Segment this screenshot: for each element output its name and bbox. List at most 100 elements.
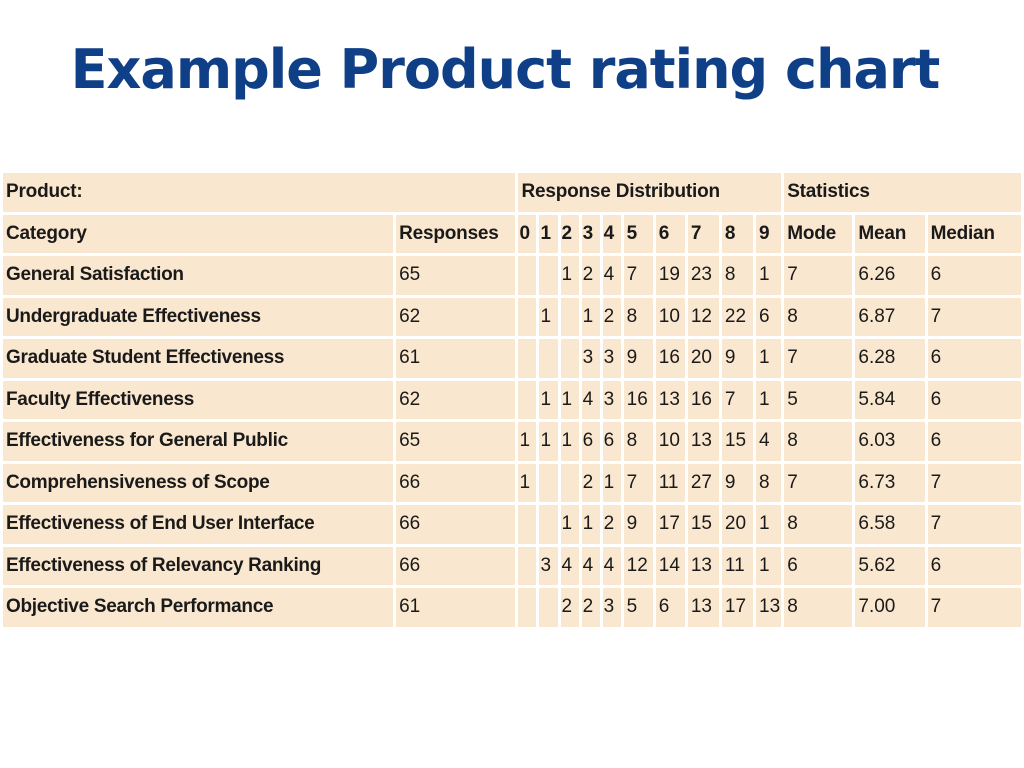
rating-column-header: 5 bbox=[620, 211, 656, 256]
rating-count-cell: 1 bbox=[753, 502, 785, 547]
responses-column-header: Responses bbox=[393, 211, 519, 256]
slide-title: Example Product rating chart bbox=[70, 38, 941, 101]
rating-count-cell: 2 bbox=[557, 585, 582, 630]
responses-cell: 61 bbox=[393, 336, 519, 381]
rating-count-cell bbox=[515, 294, 540, 339]
mean-cell: 6.73 bbox=[852, 460, 928, 505]
rating-count-cell: 27 bbox=[684, 460, 722, 505]
median-cell: 7 bbox=[924, 502, 1024, 547]
rating-count-cell: 15 bbox=[718, 419, 757, 464]
median-column-header: Median bbox=[924, 211, 1024, 256]
rating-count-cell: 3 bbox=[578, 336, 603, 381]
rating-count-cell: 13 bbox=[753, 585, 785, 630]
category-cell: Effectiveness of End User Interface bbox=[0, 502, 397, 547]
category-cell: Effectiveness for General Public bbox=[0, 419, 397, 464]
rating-count-cell: 4 bbox=[557, 543, 582, 588]
rating-count-cell: 4 bbox=[599, 543, 624, 588]
table-row: Graduate Student Effectiveness 61 3 3 9 16 20 9… bbox=[0, 336, 1024, 381]
rating-count-cell: 1 bbox=[515, 460, 540, 505]
responses-cell: 65 bbox=[393, 419, 519, 464]
table-row: General Satisfaction 65 1 2 4 7 19 23 8 1 7 6.26 6 bbox=[0, 253, 1024, 298]
mode-cell: 7 bbox=[781, 253, 856, 298]
rating-column-header: 4 bbox=[599, 211, 624, 256]
distribution-group-header: Response Distribution bbox=[515, 170, 785, 215]
median-cell: 7 bbox=[924, 585, 1024, 630]
rating-table-container: Product: Response Distribution Statistic… bbox=[0, 170, 1024, 660]
rating-count-cell bbox=[515, 585, 540, 630]
category-cell: Faculty Effectiveness bbox=[0, 377, 397, 422]
column-header-row: Category Responses 0 1 2 3 4 5 6 7 8 9 M… bbox=[0, 211, 1024, 256]
rating-count-cell: 16 bbox=[652, 336, 688, 381]
category-cell: General Satisfaction bbox=[0, 253, 397, 298]
rating-count-cell: 9 bbox=[718, 460, 757, 505]
responses-cell: 62 bbox=[393, 294, 519, 339]
rating-count-cell: 20 bbox=[684, 336, 722, 381]
rating-count-cell: 4 bbox=[599, 253, 624, 298]
product-rating-table: Product: Response Distribution Statistic… bbox=[0, 170, 1024, 630]
median-cell: 7 bbox=[924, 294, 1024, 339]
group-header-row: Product: Response Distribution Statistic… bbox=[0, 170, 1024, 215]
rating-count-cell: 2 bbox=[578, 460, 603, 505]
mode-cell: 8 bbox=[781, 502, 856, 547]
rating-count-cell: 5 bbox=[620, 585, 656, 630]
rating-count-cell: 11 bbox=[652, 460, 688, 505]
rating-count-cell bbox=[515, 253, 540, 298]
rating-count-cell: 15 bbox=[684, 502, 722, 547]
responses-cell: 61 bbox=[393, 585, 519, 630]
rating-count-cell bbox=[557, 336, 582, 381]
rating-count-cell: 6 bbox=[652, 585, 688, 630]
responses-cell: 66 bbox=[393, 543, 519, 588]
category-cell: Effectiveness of Relevancy Ranking bbox=[0, 543, 397, 588]
median-cell: 6 bbox=[924, 253, 1024, 298]
median-cell: 6 bbox=[924, 377, 1024, 422]
responses-cell: 62 bbox=[393, 377, 519, 422]
rating-count-cell: 3 bbox=[599, 585, 624, 630]
rating-count-cell: 12 bbox=[620, 543, 656, 588]
rating-count-cell: 16 bbox=[620, 377, 656, 422]
rating-count-cell: 13 bbox=[684, 585, 722, 630]
rating-count-cell: 16 bbox=[684, 377, 722, 422]
rating-count-cell: 17 bbox=[652, 502, 688, 547]
rating-count-cell: 2 bbox=[578, 253, 603, 298]
rating-count-cell: 1 bbox=[557, 377, 582, 422]
rating-count-cell: 17 bbox=[718, 585, 757, 630]
mean-cell: 6.58 bbox=[852, 502, 928, 547]
mode-cell: 8 bbox=[781, 585, 856, 630]
rating-count-cell: 6 bbox=[578, 419, 603, 464]
rating-count-cell: 1 bbox=[578, 502, 603, 547]
rating-count-cell bbox=[536, 502, 561, 547]
mean-column-header: Mean bbox=[852, 211, 928, 256]
table-row: Faculty Effectiveness 62 1 1 4 3 16 13 16 7 1 5 5.84… bbox=[0, 377, 1024, 422]
table-row: Effectiveness for General Public 65 1 1 1 6 6 8… bbox=[0, 419, 1024, 464]
rating-count-cell bbox=[557, 294, 582, 339]
rating-column-header: 7 bbox=[684, 211, 722, 256]
mode-cell: 5 bbox=[781, 377, 856, 422]
rating-count-cell bbox=[557, 460, 582, 505]
mean-cell: 6.26 bbox=[852, 253, 928, 298]
mean-cell: 5.62 bbox=[852, 543, 928, 588]
rating-count-cell: 8 bbox=[620, 294, 656, 339]
rating-count-cell: 1 bbox=[753, 377, 785, 422]
rating-count-cell: 3 bbox=[599, 377, 624, 422]
rating-count-cell: 9 bbox=[620, 502, 656, 547]
rating-count-cell: 7 bbox=[718, 377, 757, 422]
rating-count-cell: 13 bbox=[652, 377, 688, 422]
rating-count-cell: 7 bbox=[620, 460, 656, 505]
mode-cell: 7 bbox=[781, 460, 856, 505]
rating-count-cell: 22 bbox=[718, 294, 757, 339]
rating-count-cell: 12 bbox=[684, 294, 722, 339]
rating-count-cell: 2 bbox=[599, 502, 624, 547]
rating-column-header: 9 bbox=[753, 211, 785, 256]
rating-count-cell bbox=[515, 502, 540, 547]
rating-count-cell: 1 bbox=[753, 543, 785, 588]
rating-count-cell: 1 bbox=[536, 419, 561, 464]
median-cell: 6 bbox=[924, 543, 1024, 588]
mean-cell: 6.28 bbox=[852, 336, 928, 381]
rating-column-header: 1 bbox=[536, 211, 561, 256]
rating-count-cell bbox=[536, 336, 561, 381]
median-cell: 6 bbox=[924, 419, 1024, 464]
rating-column-header: 8 bbox=[718, 211, 757, 256]
rating-count-cell: 13 bbox=[684, 543, 722, 588]
mode-cell: 8 bbox=[781, 419, 856, 464]
rating-count-cell: 23 bbox=[684, 253, 722, 298]
